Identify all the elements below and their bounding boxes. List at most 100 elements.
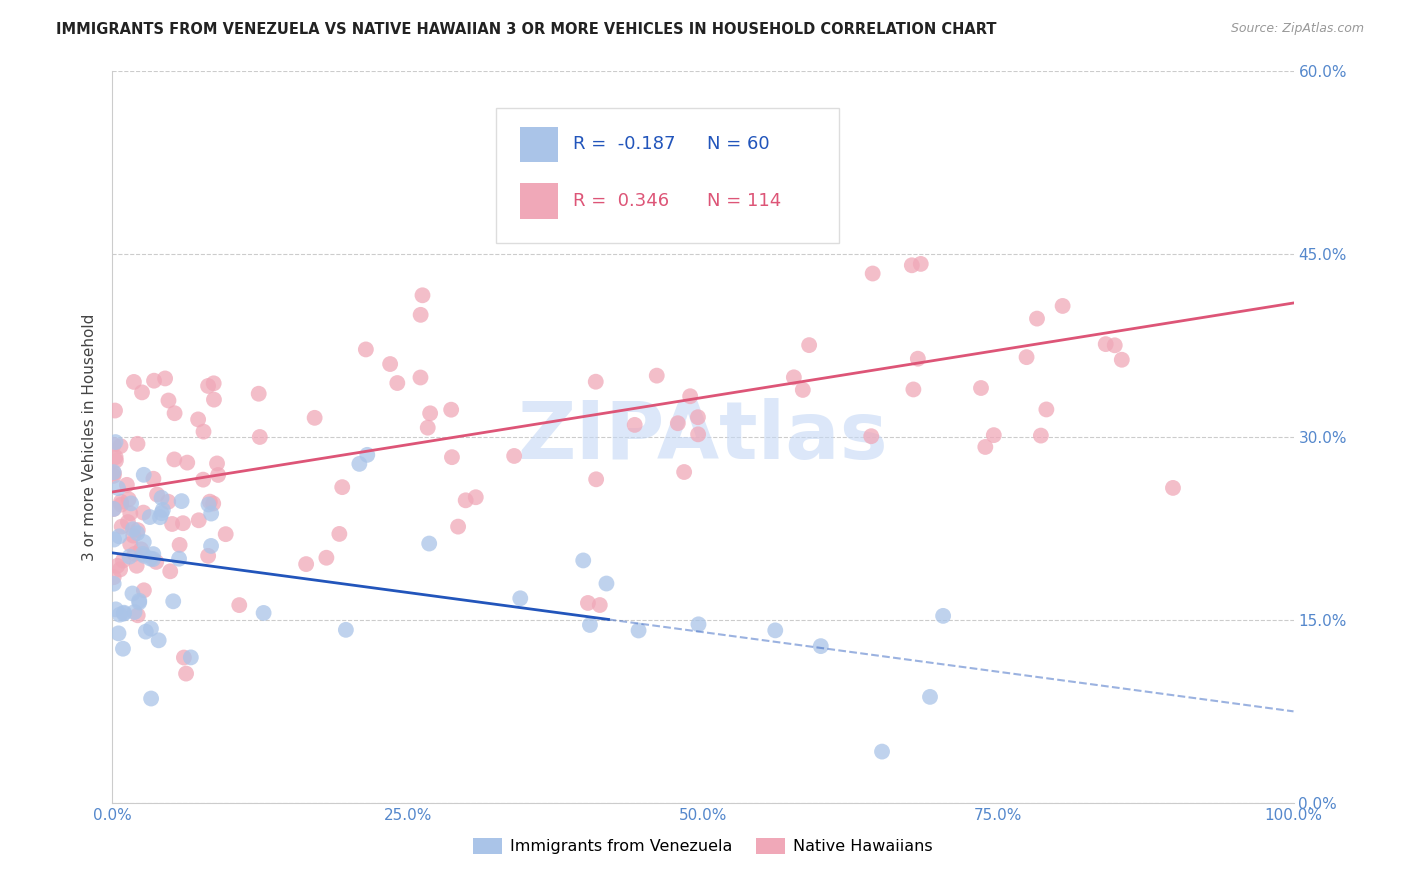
Point xyxy=(176,456,198,470)
Point xyxy=(160,516,183,531)
Text: R =  0.346: R = 0.346 xyxy=(574,192,669,210)
Point xyxy=(187,412,209,426)
Point xyxy=(143,374,166,388)
FancyBboxPatch shape xyxy=(520,183,558,219)
Point xyxy=(572,553,595,567)
Point xyxy=(120,507,142,521)
Point xyxy=(103,468,125,483)
Point xyxy=(228,598,250,612)
Point xyxy=(146,487,169,501)
Text: IMMIGRANTS FROM VENEZUELA VS NATIVE HAWAIIAN 3 OR MORE VEHICLES IN HOUSEHOLD COR: IMMIGRANTS FROM VENEZUELA VS NATIVE HAWA… xyxy=(56,22,997,37)
Point xyxy=(1026,311,1049,326)
Point xyxy=(103,438,125,452)
Point xyxy=(157,494,180,508)
Point xyxy=(148,633,170,648)
Point xyxy=(378,357,401,371)
Point xyxy=(688,427,710,442)
Point xyxy=(132,535,155,549)
Point xyxy=(202,376,225,391)
Point xyxy=(139,622,162,636)
Point xyxy=(111,553,134,567)
Text: ZIPAtlas: ZIPAtlas xyxy=(517,398,889,476)
Point xyxy=(666,416,689,430)
Y-axis label: 3 or more Vehicles in Household: 3 or more Vehicles in Household xyxy=(82,313,97,561)
Point xyxy=(104,450,127,465)
Point xyxy=(503,449,526,463)
Point xyxy=(349,457,371,471)
Point xyxy=(131,385,153,400)
Point xyxy=(315,550,337,565)
Point xyxy=(142,547,165,561)
Point xyxy=(169,538,191,552)
Point xyxy=(132,506,155,520)
Point xyxy=(1161,481,1184,495)
Point xyxy=(127,526,149,541)
Point xyxy=(464,490,486,504)
Point xyxy=(1052,299,1074,313)
Point xyxy=(193,425,215,439)
Point xyxy=(107,481,129,495)
Point xyxy=(173,650,195,665)
Point xyxy=(419,406,441,420)
Point xyxy=(440,450,463,465)
Point xyxy=(150,491,173,505)
Point xyxy=(129,542,152,557)
Point xyxy=(132,467,155,482)
Point xyxy=(205,457,228,471)
Point xyxy=(103,467,125,481)
Point xyxy=(579,618,602,632)
Point xyxy=(163,406,186,420)
Point xyxy=(330,480,353,494)
Point xyxy=(907,351,929,366)
Point xyxy=(153,371,176,385)
Point xyxy=(132,549,155,563)
Point xyxy=(107,626,129,640)
Point xyxy=(418,536,440,550)
Point xyxy=(120,537,142,551)
Point xyxy=(197,379,219,393)
Point xyxy=(112,606,135,620)
Point xyxy=(142,552,165,566)
Point xyxy=(328,527,350,541)
Point xyxy=(932,608,955,623)
Point xyxy=(585,472,607,486)
Point xyxy=(1029,428,1052,442)
Point xyxy=(411,288,433,302)
Point xyxy=(679,389,702,403)
Point xyxy=(247,386,270,401)
Legend: Immigrants from Venezuela, Native Hawaiians: Immigrants from Venezuela, Native Hawaii… xyxy=(467,831,939,861)
Point xyxy=(191,473,214,487)
Point xyxy=(202,392,225,407)
Text: R =  -0.187: R = -0.187 xyxy=(574,135,676,153)
Point xyxy=(110,498,132,512)
Point xyxy=(110,439,132,453)
Point xyxy=(860,429,883,443)
Point xyxy=(783,370,806,384)
Point xyxy=(409,370,432,384)
Point xyxy=(198,494,221,508)
Point xyxy=(132,583,155,598)
Point xyxy=(105,558,128,573)
Point xyxy=(170,494,193,508)
Point xyxy=(174,666,197,681)
Point xyxy=(120,496,142,510)
Point xyxy=(139,551,162,566)
Point xyxy=(295,557,318,571)
Point xyxy=(910,257,932,271)
Point xyxy=(152,503,174,517)
Text: N = 114: N = 114 xyxy=(707,192,780,210)
Point xyxy=(1035,402,1057,417)
Point xyxy=(576,596,599,610)
Point xyxy=(118,492,141,507)
Point xyxy=(200,539,222,553)
Point xyxy=(124,605,146,619)
Point xyxy=(1111,352,1133,367)
Point xyxy=(135,624,157,639)
Point xyxy=(356,448,378,462)
Point xyxy=(589,598,612,612)
Point xyxy=(1094,337,1116,351)
Point xyxy=(111,641,134,656)
Text: Source: ZipAtlas.com: Source: ZipAtlas.com xyxy=(1230,22,1364,36)
Point xyxy=(983,428,1005,442)
Point xyxy=(197,549,219,563)
